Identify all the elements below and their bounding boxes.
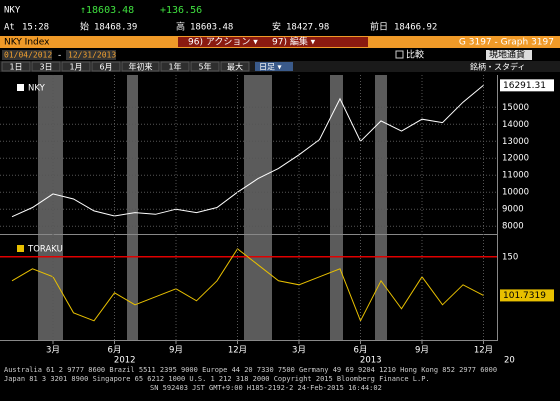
open: 18468.39: [94, 23, 137, 33]
graph-id: G 3197 - Graph 3197: [459, 38, 554, 48]
prev: 18466.92: [394, 23, 437, 33]
x-tick-label: 6月: [108, 346, 122, 356]
range-button[interactable]: [1, 61, 31, 72]
y-tick-label: 15000: [502, 103, 529, 113]
end-date[interactable]: 12/31/2013: [68, 51, 116, 60]
range-label[interactable]: 最大: [227, 62, 243, 72]
x-tick-label: 9月: [169, 346, 183, 356]
range-label[interactable]: 6月: [99, 63, 112, 72]
range-button[interactable]: [160, 61, 190, 72]
highlight-band: [38, 75, 63, 340]
last-value-label: 101.7319: [503, 291, 546, 301]
y-tick-label: 14000: [502, 120, 529, 130]
last-value-box: [500, 79, 554, 92]
compare[interactable]: 比較: [406, 49, 424, 61]
y-tick-label: 12000: [502, 154, 529, 164]
change: +136.56: [160, 5, 202, 16]
x-tick-label: 3月: [292, 346, 306, 356]
time: 15:28: [22, 23, 49, 33]
footer-line: Japan 81 3 3201 8900 Singapore 65 6212 1…: [4, 375, 430, 383]
actions-menu[interactable]: 96) アクション ▾: [188, 37, 258, 48]
edit-menu[interactable]: 97) 編集 ▾: [272, 36, 316, 48]
low-label: 安: [272, 21, 281, 33]
footer-line: Australia 61 2 9777 8600 Brazil 5511 239…: [4, 366, 497, 374]
open-label: 始: [80, 21, 89, 33]
highlight-band: [127, 75, 138, 340]
y-tick-label: 9000: [502, 205, 524, 215]
x-tick-label: 12月: [474, 346, 493, 356]
range-label[interactable]: 1日: [9, 63, 22, 72]
series-line: [11, 84, 484, 218]
range-button[interactable]: [121, 61, 160, 72]
last-value-box: [500, 289, 554, 302]
frequency[interactable]: 日足 ▾: [259, 63, 282, 72]
currency-button[interactable]: [486, 50, 532, 60]
range-label[interactable]: 年初来: [129, 62, 153, 72]
range-label[interactable]: 5年: [198, 62, 211, 72]
studies[interactable]: 銘柄・スタディ: [470, 62, 525, 72]
x-group-label: 2012: [114, 356, 136, 366]
x-tick-label: 12月: [228, 346, 247, 356]
range-button[interactable]: [61, 61, 91, 72]
prev-label: 前日: [370, 21, 388, 33]
series-line: [11, 248, 484, 323]
end-date-box[interactable]: [66, 50, 116, 60]
range-button[interactable]: [31, 61, 61, 72]
x-group-label: 20: [504, 356, 515, 366]
last-value-label: 16291.31: [503, 81, 546, 91]
plot: 1日 3日 1月 6月 年初来 1年 5年 最大 日足 ▾ 8000 9000 10000 11000 1…: [0, 61, 554, 366]
range-button[interactable]: [190, 61, 220, 72]
x-tick-label: 3月: [46, 346, 60, 356]
compare-checkbox[interactable]: [395, 50, 404, 59]
ticker: NKY: [4, 6, 21, 16]
high-label: 高: [176, 21, 185, 33]
x-group-label: 2013: [360, 356, 382, 366]
y-tick-label: 10000: [502, 188, 529, 198]
security[interactable]: NKY Index: [4, 38, 50, 48]
footer-line: SN 592403 JST GMT+9:00 H185-2192-2 24-Fe…: [150, 384, 382, 392]
currency[interactable]: 現地通貨: [489, 49, 525, 61]
low: 18427.98: [286, 23, 329, 33]
range-button[interactable]: [91, 61, 121, 72]
y-tick-label: 8000: [502, 222, 524, 232]
y-tick-label: 13000: [502, 137, 529, 147]
range-label[interactable]: 1月: [69, 63, 82, 72]
range-label[interactable]: 1年: [168, 62, 181, 72]
start-date-box[interactable]: [2, 50, 52, 60]
y-tick-label: 11000: [502, 171, 529, 181]
last-price: ↑18603.48: [80, 5, 134, 16]
time-label: At: [4, 23, 15, 33]
range-button[interactable]: [220, 61, 250, 72]
highlight-band: [375, 75, 387, 340]
menu-box: [178, 37, 368, 47]
legend-label: NKY: [28, 84, 46, 94]
frequency-button[interactable]: [255, 62, 293, 71]
high: 18603.48: [190, 23, 233, 33]
highlight-band: [244, 75, 272, 340]
x-tick-label: 9月: [415, 346, 429, 356]
y-tick-label: 150: [502, 252, 518, 262]
start-date[interactable]: 01/04/2012: [4, 51, 52, 60]
date-dash: -: [58, 51, 61, 61]
legend-swatch: [17, 84, 24, 91]
x-tick-label: 6月: [354, 346, 368, 356]
legend-label: TORAKU: [27, 245, 63, 255]
legend-swatch: [17, 245, 24, 252]
range-label[interactable]: 3日: [39, 63, 52, 72]
